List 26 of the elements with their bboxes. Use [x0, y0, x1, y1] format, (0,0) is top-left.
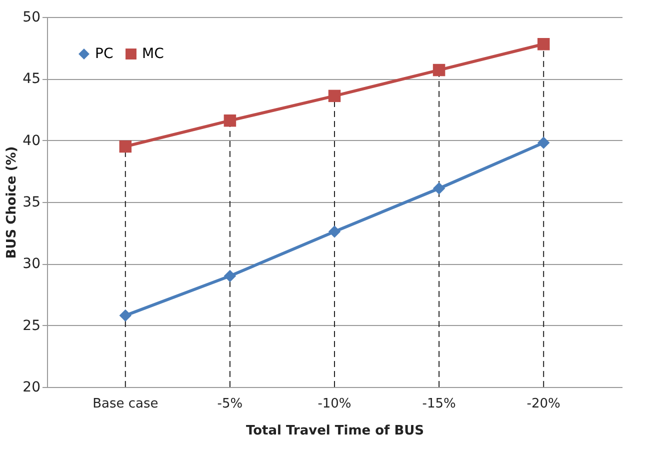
point — [119, 140, 132, 153]
y-tick-label: 20 — [22, 380, 40, 396]
point — [328, 225, 341, 238]
y-tick-label: 45 — [22, 71, 40, 88]
x-tick-label: -5% — [217, 396, 243, 412]
point — [224, 114, 236, 127]
x-tick-label: -10% — [318, 396, 352, 412]
x-tick-label: -20% — [526, 396, 560, 412]
y-axis-title: BUS Choice (%) — [4, 146, 20, 259]
x-tick-label: Base case — [92, 396, 158, 412]
point — [432, 64, 446, 76]
y-tick-label: 35 — [22, 194, 40, 210]
point — [537, 136, 550, 149]
point — [224, 270, 236, 282]
x-axis-title: Total Travel Time of BUS — [246, 424, 424, 438]
legend-label: MC — [142, 46, 164, 62]
y-tick-label: 40 — [22, 132, 40, 149]
legend-label: PC — [95, 46, 114, 62]
point — [432, 182, 446, 195]
point — [328, 90, 341, 102]
point — [537, 38, 550, 50]
y-tick-label: 25 — [22, 318, 40, 334]
y-tick-label: 30 — [22, 256, 40, 272]
x-tick-label: -15% — [422, 396, 456, 412]
point — [119, 309, 132, 322]
y-tick-label: 50 — [22, 10, 40, 26]
